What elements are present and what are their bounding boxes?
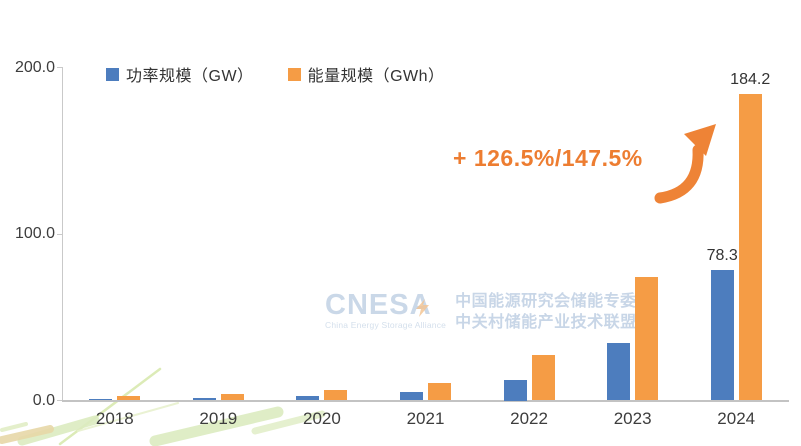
- y-axis-line: [62, 67, 63, 401]
- watermark-logo-accent-icon: [416, 299, 430, 322]
- bar-power-2021: [400, 392, 423, 401]
- watermark: CNESA China Energy Storage Alliance 中国能源…: [325, 291, 653, 333]
- legend-label-energy: 能量规模（GWh）: [307, 68, 445, 85]
- watermark-logo-block: CNESA China Energy Storage Alliance: [325, 289, 447, 331]
- y-axis-tick-100.0: [57, 233, 62, 235]
- y-axis-tick-0.0: [57, 400, 62, 401]
- bar-value-label-power-2024: 78.3: [706, 247, 738, 265]
- bar-energy-2024: [738, 93, 762, 401]
- y-axis-label-100.0: 100.0: [14, 225, 55, 242]
- legend-item-power: 功率规模（GW）: [106, 62, 254, 86]
- y-axis-label-0.0: 0.0: [32, 391, 55, 409]
- watermark-org-names: 中国能源研究会储能专委会 中关村储能产业技术联盟: [455, 291, 653, 333]
- x-axis-label-2018: 2018: [95, 409, 134, 428]
- watermark-logo-subtitle: China Energy Storage Alliance: [325, 320, 447, 330]
- x-axis-label-2019: 2019: [199, 409, 238, 428]
- y-axis-label-200.0: 200.0: [14, 58, 55, 76]
- bar-energy-2022: [531, 354, 555, 401]
- bar-energy-2018: [117, 396, 141, 401]
- bar-energy-2021: [428, 383, 451, 401]
- bar-value-label-energy-2024: 184.2: [730, 70, 771, 88]
- x-axis-label-2023: 2023: [613, 409, 652, 428]
- watermark-logo-text: CNESA: [325, 289, 432, 321]
- legend: 功率规模（GW） 能量规模（GWh）: [106, 62, 445, 86]
- growth-arrow-icon: [654, 124, 716, 204]
- watermark-org-line2: 中关村储能产业技术联盟: [455, 314, 637, 331]
- bar-power-2019: [192, 397, 216, 401]
- legend-swatch-energy: [287, 67, 301, 81]
- bar-power-2022: [503, 379, 527, 401]
- y-axis-tick-200.0: [57, 67, 62, 68]
- bar-energy-2019: [220, 393, 244, 401]
- x-axis-label-2022: 2022: [510, 409, 548, 428]
- bar-power-2020: [296, 395, 320, 401]
- x-axis-line: [62, 400, 789, 402]
- bar-energy-2020: [324, 389, 348, 401]
- x-axis-label-2020: 2020: [303, 409, 341, 428]
- x-axis-label-2021: 2021: [406, 409, 445, 428]
- legend-swatch-power: [106, 67, 119, 81]
- growth-annotation-text: + 126.5%/147.5%: [453, 145, 643, 171]
- bar-power-2018: [89, 398, 113, 401]
- bar-power-2024: [710, 270, 734, 401]
- bar-power-2023: [607, 343, 631, 401]
- watermark-org-line1: 中国能源研究会储能专委会: [455, 293, 654, 310]
- legend-item-energy: 能量规模（GWh）: [287, 62, 445, 86]
- legend-label-power: 功率规模（GW）: [126, 68, 254, 85]
- x-axis-label-2024: 2024: [717, 409, 756, 428]
- bar-energy-2023: [635, 276, 659, 401]
